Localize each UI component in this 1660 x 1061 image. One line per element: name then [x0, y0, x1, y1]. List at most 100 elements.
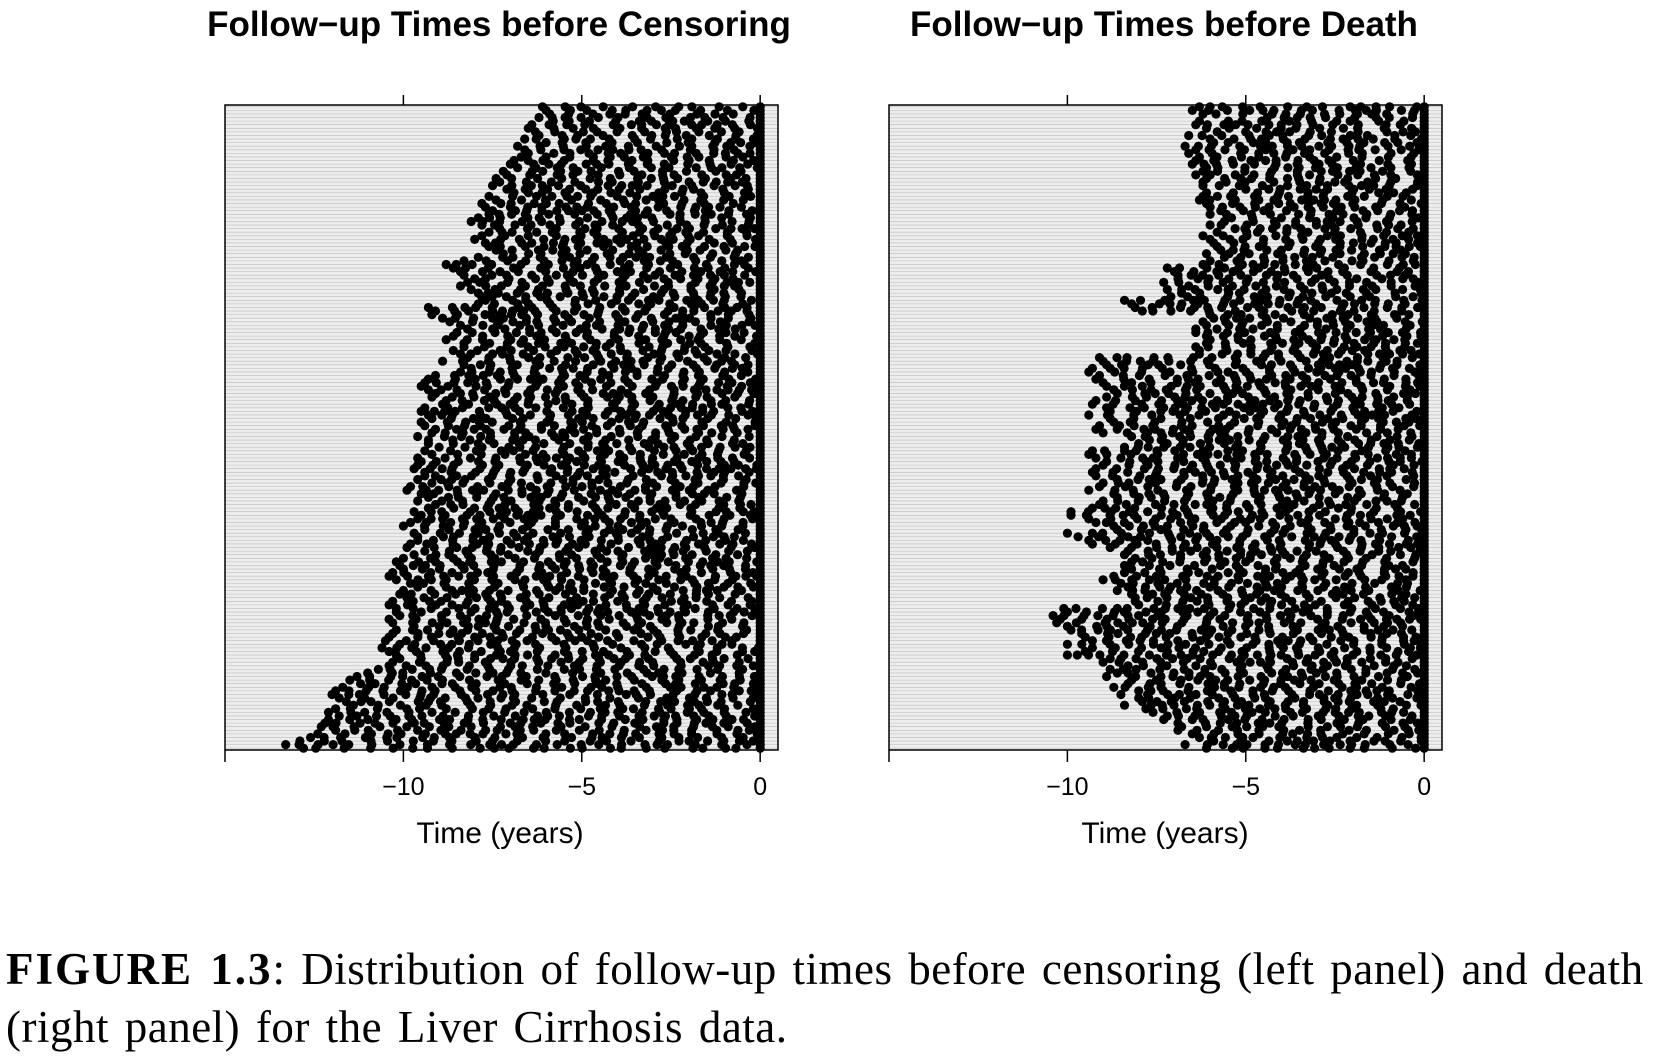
visit-point: [569, 306, 580, 316]
visit-point: [615, 428, 625, 438]
visit-point: [444, 482, 454, 492]
visit-point: [721, 152, 731, 162]
visit-point: [544, 582, 554, 592]
visit-point: [1170, 446, 1180, 456]
visit-point: [632, 191, 642, 201]
visit-point: [621, 689, 631, 700]
visit-point: [604, 370, 614, 381]
visit-point: [418, 732, 428, 743]
visit-point: [582, 607, 592, 617]
visit-point: [593, 177, 604, 187]
visit-point: [481, 525, 491, 535]
visit-point: [612, 267, 623, 277]
visit-point: [738, 507, 748, 517]
x-tick-label: 0: [753, 773, 767, 801]
visit-point: [642, 263, 652, 273]
visit-point: [402, 722, 412, 732]
visit-point: [1309, 306, 1319, 316]
visit-point: [1110, 367, 1120, 377]
visit-point: [1356, 259, 1366, 270]
visit-point: [565, 743, 576, 753]
visit-point: [727, 714, 737, 725]
visit-point: [748, 582, 759, 592]
visit-point: [334, 711, 344, 721]
visit-point: [707, 636, 717, 646]
visit-point: [744, 431, 754, 442]
visit-point: [717, 213, 727, 223]
visit-point: [1230, 360, 1240, 370]
visit-point: [531, 686, 541, 696]
visit-point: [592, 209, 602, 219]
visit-point: [434, 628, 444, 639]
visit-point: [728, 693, 738, 703]
visit-point: [748, 661, 758, 671]
visit-point: [409, 464, 419, 474]
visit-point: [426, 575, 436, 585]
visit-point: [730, 181, 740, 191]
visit-point: [698, 743, 708, 753]
visit-point: [471, 593, 482, 603]
visit-point: [626, 120, 637, 130]
visit-point: [583, 299, 593, 309]
visit-point: [1091, 424, 1101, 434]
visit-point: [507, 209, 517, 219]
visit-point: [417, 564, 427, 574]
visit-point: [542, 288, 553, 298]
visit-point: [1242, 381, 1252, 391]
visit-point: [621, 621, 632, 632]
visit-point: [552, 740, 562, 750]
visit-point: [446, 446, 456, 456]
visit-point: [363, 714, 373, 725]
visit-point: [601, 471, 611, 481]
visit-point: [398, 671, 408, 682]
visit-point: [519, 514, 529, 524]
visit-point: [634, 277, 645, 287]
visit-point: [1333, 428, 1343, 438]
visit-point: [1328, 120, 1338, 130]
visit-point: [550, 564, 561, 574]
visit-point: [487, 292, 497, 302]
visit-point: [670, 191, 680, 201]
visit-point: [688, 743, 698, 753]
visit-point: [634, 338, 644, 348]
visit-point: [1253, 421, 1263, 431]
visit-point: [420, 471, 430, 481]
visit-point: [1130, 302, 1140, 313]
visit-point: [420, 546, 430, 556]
visit-point: [561, 618, 571, 628]
visit-point: [484, 603, 494, 614]
visit-point: [1197, 396, 1208, 406]
visit-point: [416, 381, 426, 391]
visit-point: [1392, 313, 1402, 323]
visit-point: [624, 145, 634, 155]
left-x-axis: −10 −5 0: [224, 95, 767, 801]
visit-point: [531, 191, 542, 201]
visit-point: [495, 374, 505, 384]
visit-point: [487, 417, 497, 427]
visit-point: [1366, 238, 1376, 248]
visit-point: [582, 213, 593, 223]
visit-point: [1342, 324, 1352, 334]
visit-point: [659, 177, 669, 187]
visit-point: [497, 349, 508, 359]
visit-point: [1203, 417, 1213, 427]
visit-point: [729, 532, 739, 542]
visit-point: [710, 363, 720, 373]
visit-point: [741, 571, 751, 581]
visit-point: [581, 697, 591, 707]
visit-point: [1274, 299, 1284, 309]
visit-point: [1198, 109, 1208, 119]
visit-point: [588, 589, 598, 599]
visit-point: [566, 603, 577, 614]
visit-point: [481, 611, 492, 621]
visit-point: [555, 292, 565, 302]
visit-point: [659, 718, 669, 728]
visit-point: [1347, 256, 1357, 266]
visit-point: [507, 413, 518, 424]
visit-point: [1204, 435, 1214, 445]
visit-point: [666, 435, 676, 445]
visit-point: [1332, 152, 1342, 162]
visit-point: [539, 743, 549, 753]
visit-point: [568, 123, 578, 133]
visit-point: [625, 421, 635, 431]
